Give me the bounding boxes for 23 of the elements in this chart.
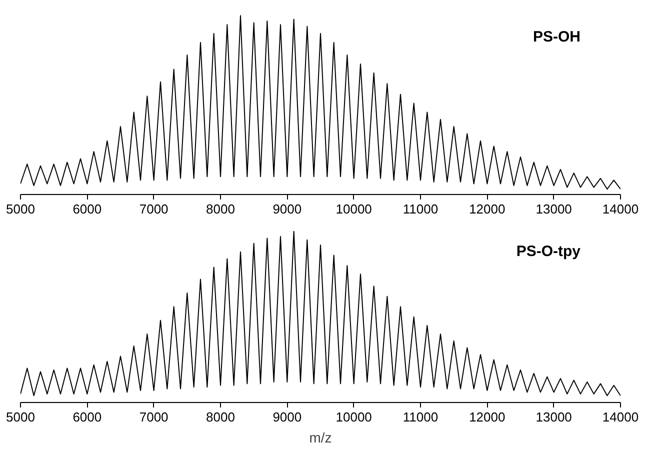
x-tick-label: 5000 <box>6 410 35 424</box>
text: PS-O-tpy <box>516 243 582 260</box>
x-tick-label: 7000 <box>139 410 168 424</box>
x-tick-label: 12000 <box>469 202 506 216</box>
x-tick-label: 8000 <box>206 410 235 424</box>
text: PS-OH <box>532 28 581 46</box>
x-tick-label: 8000 <box>206 202 235 216</box>
x-tick-label: 6000 <box>72 410 102 424</box>
x-tick-label: 9000 <box>272 410 302 424</box>
x-tick-label: 13000 <box>536 202 572 216</box>
x-tick-label: 13000 <box>536 410 572 424</box>
x-axis-title: m/z <box>309 430 332 446</box>
x-tick-label: 10000 <box>336 410 372 424</box>
x-tick-label: 10000 <box>336 202 372 216</box>
x-tick-label: 14000 <box>602 410 639 424</box>
x-tick-label: 11000 <box>402 202 438 216</box>
x-tick-label: 14000 <box>602 202 639 216</box>
x-tick-label: 11000 <box>402 410 438 424</box>
x-tick-label: 5000 <box>6 202 35 216</box>
x-tick-label: 9000 <box>272 202 302 216</box>
x-tick-label: 12000 <box>469 410 506 424</box>
x-tick-label: 7000 <box>139 202 168 216</box>
x-tick-label: 6000 <box>72 202 102 216</box>
